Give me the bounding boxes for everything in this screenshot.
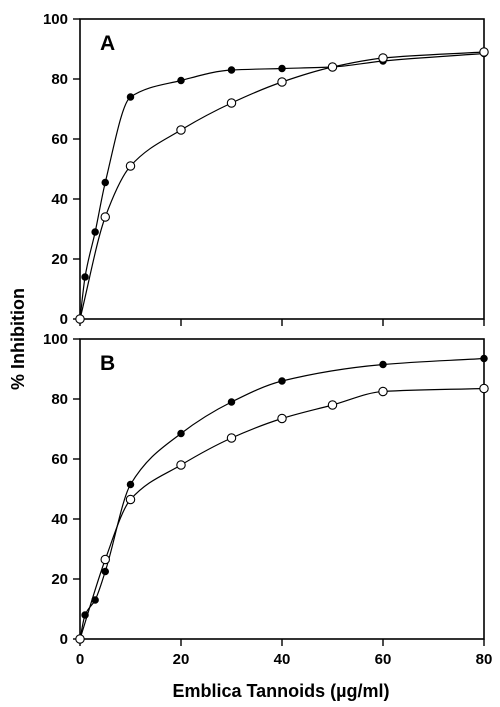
panel-b-label: B	[100, 352, 115, 375]
panel-a-series-2-point	[277, 77, 287, 87]
panel-a-y-tick-label: 60	[51, 131, 68, 148]
panel-a-series-2-point	[100, 212, 111, 222]
panel-b-y-tick-label: 100	[43, 331, 68, 348]
panel-b-series-1-line	[79, 357, 485, 640]
panel-b: 0 20 40 60 80 100 0 20 40 60 80 B	[43, 331, 492, 668]
panel-a-y-tick-label: 80	[51, 71, 68, 88]
panel-b-series-2-point	[176, 460, 186, 470]
panel-b-series-1-point	[126, 480, 135, 489]
panel-a-series-2-point	[327, 62, 338, 72]
panel-b-series-1-point	[177, 429, 185, 438]
panel-a-y-tick-label: 100	[43, 11, 68, 28]
panel-b-series-1-point	[227, 398, 236, 406]
panel-b-series-1-point	[101, 567, 110, 576]
panel-a-series-2-point	[479, 47, 489, 57]
panel-b-y-tick-label: 0	[60, 631, 68, 648]
panel-b-y-tick-label: 20	[51, 571, 68, 588]
panel-b-x-tick-label: 0	[76, 651, 84, 668]
panel-a-series-1-point	[91, 228, 99, 236]
panel-b-series-2-point	[378, 386, 388, 397]
y-axis-title: % Inhibition	[8, 288, 28, 390]
panel-b-y-tick-label: 80	[51, 391, 68, 408]
panel-a-series-2-point	[226, 98, 237, 108]
panel-b-series-2-point	[277, 413, 287, 424]
panel-b-series-1-point	[379, 360, 387, 369]
panel-a-series-1-point	[101, 178, 110, 187]
panel-b-series-1-point	[480, 354, 488, 363]
panel-a-series-2-point	[176, 125, 186, 135]
panel-a-series-1-point	[126, 93, 135, 101]
panel-b-series-1-point	[278, 377, 286, 385]
panel-a-series-1-point	[227, 66, 236, 74]
panel-a-series-2-point	[378, 53, 388, 63]
panel-a-frame	[79, 18, 485, 320]
panel-a-series-2-point	[125, 161, 136, 171]
panel-b-series-2-point	[125, 494, 136, 505]
panel-a-label: A	[100, 32, 115, 55]
panel-b-series-2-point	[100, 554, 111, 565]
panel-b-x-tick-label: 40	[274, 651, 291, 668]
panel-b-y-tick-label: 60	[51, 451, 68, 468]
panel-b-series-2-point	[226, 433, 237, 443]
panel-a-y-tick-label: 20	[51, 251, 68, 268]
panel-a-series-1-line	[79, 52, 485, 320]
panel-a-y-tick-label: 40	[51, 191, 68, 208]
panel-a-series-1-point	[177, 76, 185, 85]
panel-a: 0 20 40 60 80 100 A	[43, 11, 489, 328]
panel-a-series-1-point	[81, 273, 89, 281]
panel-b-x-tick-label: 20	[173, 651, 190, 668]
panel-a-y-tick-label: 0	[60, 311, 68, 328]
panel-b-x-tick-label: 60	[375, 651, 392, 668]
x-axis-title: Emblica Tannoids (µg/ml)	[172, 681, 389, 701]
panel-b-y-tick-label: 40	[51, 511, 68, 528]
panel-b-series-2-point	[75, 634, 85, 644]
panel-a-series-1-point	[278, 64, 286, 73]
panel-b-series-2-point	[479, 383, 489, 394]
panel-b-series-2-point	[327, 400, 338, 410]
panel-b-x-tick-label: 80	[476, 651, 493, 668]
panel-b-series-2-line	[79, 387, 485, 640]
panel-a-series-2-point	[75, 314, 85, 324]
